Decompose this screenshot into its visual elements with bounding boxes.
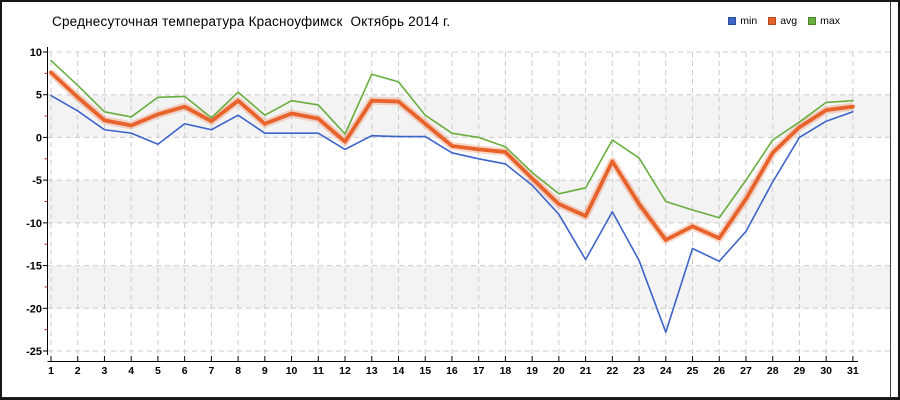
x-tick-label: 13 — [366, 365, 378, 377]
x-tick-label: 5 — [155, 365, 161, 377]
x-tick-label: 9 — [262, 365, 268, 377]
legend-label-min: min — [740, 15, 758, 27]
legend: min avg max — [728, 15, 840, 27]
x-tick-label: 19 — [526, 365, 538, 377]
x-tick-label: 17 — [473, 365, 485, 377]
y-tick-label: -10 — [26, 218, 42, 230]
y-tick-label: 5 — [36, 90, 42, 102]
x-tick-label: 16 — [446, 365, 458, 377]
legend-swatch-min — [728, 17, 737, 25]
x-tick-label: 20 — [553, 365, 565, 377]
legend-swatch-max — [808, 17, 817, 25]
y-tick-label: -20 — [26, 303, 42, 315]
y-tick-label: -15 — [26, 261, 42, 273]
series-line-max — [50, 59, 854, 219]
y-tick-label: -25 — [26, 346, 42, 358]
x-tick-label: 26 — [713, 365, 725, 377]
legend-item-max: max — [808, 15, 840, 27]
x-tick-label: 2 — [75, 365, 81, 377]
x-tick-label: 25 — [687, 365, 699, 377]
series-line-avg — [49, 70, 855, 242]
x-tick-label: 30 — [820, 365, 832, 377]
x-tick-label: 29 — [794, 365, 806, 377]
x-tick-label: 28 — [767, 365, 779, 377]
x-tick-label: 22 — [606, 365, 618, 377]
plot-band — [48, 94, 890, 138]
x-tick-label: 8 — [235, 365, 241, 377]
chart-title: Среднесуточная температура Красноуфимск … — [52, 14, 451, 29]
x-tick-label: 15 — [419, 365, 431, 377]
legend-label-max: max — [820, 15, 840, 27]
x-tick-label: 11 — [313, 365, 324, 377]
x-tick-label: 1 — [48, 365, 54, 377]
legend-swatch-avg — [768, 17, 777, 25]
plot-band — [48, 180, 890, 223]
x-tick-label: 7 — [208, 365, 214, 377]
x-tick-label: 24 — [660, 365, 672, 377]
x-tick-label: 23 — [633, 365, 645, 377]
x-tick-label: 18 — [500, 365, 512, 377]
x-tick-label: 14 — [393, 365, 405, 377]
legend-item-min: min — [728, 15, 757, 27]
series-line-min — [50, 94, 854, 334]
x-tick-label: 31 — [847, 365, 859, 377]
x-tick-label: 6 — [182, 365, 188, 377]
x-tick-label: 3 — [102, 365, 108, 377]
y-tick-label: 0 — [36, 132, 42, 144]
x-tick-label: 21 — [580, 365, 592, 377]
x-tick-label: 12 — [339, 365, 351, 377]
legend-item-avg: avg — [768, 15, 797, 27]
x-tick-label: 4 — [128, 365, 134, 377]
plot-band — [48, 265, 890, 309]
x-tick-label: 27 — [740, 365, 752, 377]
y-tick-label: 10 — [30, 47, 42, 59]
y-tick-label: -5 — [32, 175, 42, 187]
legend-label-avg: avg — [780, 15, 798, 27]
x-tick-label: 10 — [286, 365, 298, 377]
